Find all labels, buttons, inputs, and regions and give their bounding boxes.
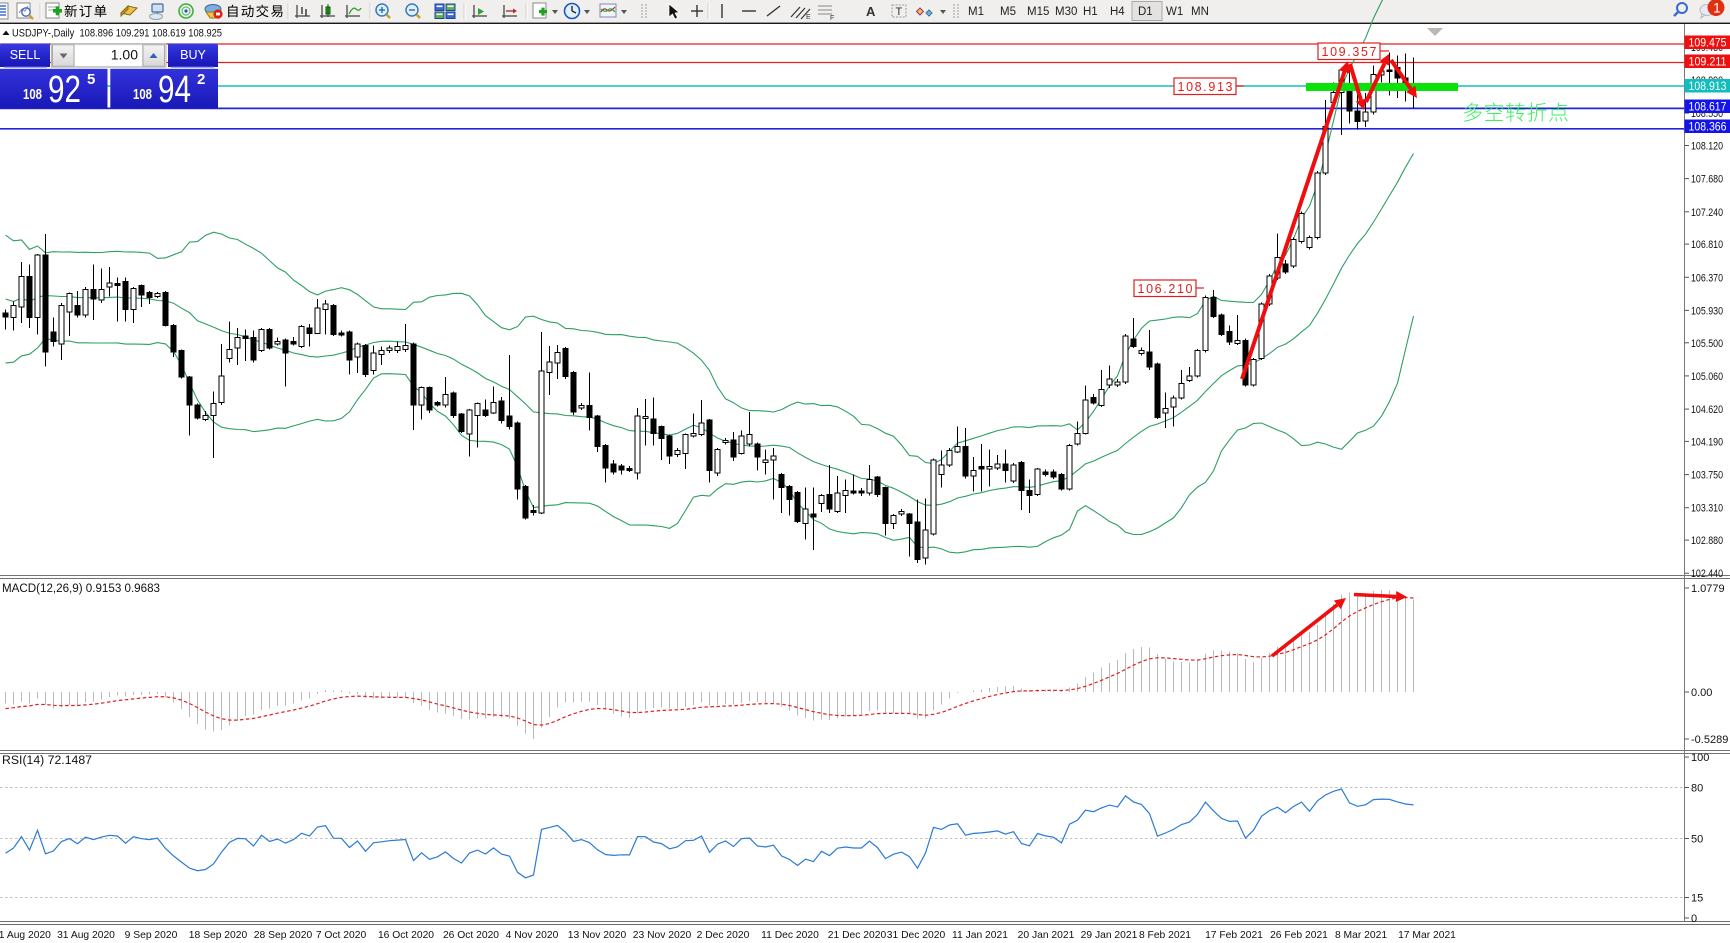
svg-text:13 Nov 2020: 13 Nov 2020: [568, 930, 627, 941]
svg-text:50: 50: [1691, 834, 1703, 846]
svg-text:21 Dec 2020: 21 Dec 2020: [828, 930, 887, 941]
svg-text:108.120: 108.120: [1691, 141, 1723, 153]
svg-text:M1: M1: [968, 6, 984, 18]
svg-text:0.00: 0.00: [1691, 687, 1712, 699]
svg-text:4 Nov 2020: 4 Nov 2020: [506, 930, 559, 941]
svg-text:1: 1: [1713, 0, 1721, 16]
svg-text:0: 0: [1691, 913, 1697, 925]
svg-text:E: E: [806, 14, 811, 21]
svg-text:17 Feb 2021: 17 Feb 2021: [1205, 930, 1263, 941]
svg-text:M30: M30: [1055, 6, 1077, 18]
svg-text:103.750: 103.750: [1691, 470, 1723, 482]
svg-text:16 Oct 2020: 16 Oct 2020: [378, 930, 434, 941]
svg-text:BUY: BUY: [180, 48, 206, 62]
svg-text:17 Mar 2021: 17 Mar 2021: [1398, 930, 1456, 941]
svg-text:-0.5289: -0.5289: [1691, 734, 1728, 746]
svg-text:107.680: 107.680: [1691, 174, 1723, 186]
svg-text:D1: D1: [1138, 6, 1153, 18]
svg-text:104.620: 104.620: [1691, 404, 1723, 416]
svg-text:107.240: 107.240: [1691, 207, 1723, 219]
svg-text:106.210: 106.210: [1138, 282, 1193, 296]
svg-text:29 Jan 2021: 29 Jan 2021: [1081, 930, 1138, 941]
svg-text:MACD(12,26,9) 0.9153 0.9683: MACD(12,26,9) 0.9153 0.9683: [2, 583, 160, 595]
svg-text:108: 108: [23, 87, 42, 103]
svg-text:18 Sep 2020: 18 Sep 2020: [189, 930, 248, 941]
svg-text:28 Sep 2020: 28 Sep 2020: [254, 930, 313, 941]
svg-text:1.0779: 1.0779: [1691, 583, 1725, 595]
svg-text:F: F: [830, 15, 834, 22]
svg-text:M15: M15: [1027, 6, 1049, 18]
svg-text:15: 15: [1691, 893, 1703, 905]
svg-text:31 Dec 2020: 31 Dec 2020: [887, 930, 946, 941]
svg-text:106.810: 106.810: [1691, 239, 1723, 251]
svg-text:5: 5: [87, 71, 95, 88]
svg-text:W1: W1: [1166, 6, 1183, 18]
svg-text:92: 92: [48, 69, 81, 111]
svg-text:109.211: 109.211: [1689, 57, 1727, 69]
svg-text:109.357: 109.357: [1322, 45, 1377, 59]
svg-text:USDJPY-,Daily 108.896 109.291: USDJPY-,Daily 108.896 109.291 108.619 10…: [12, 28, 222, 40]
svg-text:SELL: SELL: [10, 48, 41, 62]
svg-text:8 Feb 2021: 8 Feb 2021: [1139, 930, 1191, 941]
svg-text:11 Dec 2020: 11 Dec 2020: [761, 930, 819, 941]
svg-text:T: T: [896, 6, 903, 18]
svg-text:103.310: 103.310: [1691, 503, 1723, 515]
svg-text:H4: H4: [1110, 6, 1125, 18]
svg-text:100: 100: [1691, 752, 1709, 764]
svg-text:20 Jan 2021: 20 Jan 2021: [1018, 930, 1075, 941]
svg-text:102.880: 102.880: [1691, 535, 1723, 547]
svg-text:21 Aug 2020: 21 Aug 2020: [0, 930, 51, 941]
svg-text:MN: MN: [1191, 6, 1209, 18]
svg-text:105.060: 105.060: [1691, 371, 1723, 383]
svg-text:105.500: 105.500: [1691, 338, 1723, 350]
svg-text:108.617: 108.617: [1689, 102, 1727, 114]
svg-text:8 Mar 2021: 8 Mar 2021: [1335, 930, 1387, 941]
svg-text:A: A: [866, 4, 876, 19]
svg-text:108.913: 108.913: [1178, 80, 1233, 94]
svg-text:H1: H1: [1083, 6, 1098, 18]
svg-text:94: 94: [158, 69, 191, 111]
svg-text:31 Aug 2020: 31 Aug 2020: [57, 930, 115, 941]
svg-text:102.440: 102.440: [1691, 568, 1723, 580]
svg-text:106.370: 106.370: [1691, 272, 1723, 284]
svg-text:7 Oct 2020: 7 Oct 2020: [316, 930, 367, 941]
svg-text:9 Sep 2020: 9 Sep 2020: [125, 930, 178, 941]
svg-text:108.913: 108.913: [1689, 81, 1727, 93]
svg-text:108: 108: [133, 87, 152, 103]
svg-text:2 Dec 2020: 2 Dec 2020: [697, 930, 750, 941]
svg-text:RSI(14) 72.1487: RSI(14) 72.1487: [2, 755, 92, 767]
svg-text:109.475: 109.475: [1689, 38, 1727, 50]
svg-text:80: 80: [1691, 783, 1703, 795]
svg-text:M5: M5: [1000, 6, 1016, 18]
svg-text:26 Oct 2020: 26 Oct 2020: [443, 930, 499, 941]
svg-text:108.366: 108.366: [1689, 122, 1727, 134]
svg-text:26 Feb 2021: 26 Feb 2021: [1270, 930, 1328, 941]
svg-text:2: 2: [197, 71, 205, 88]
svg-text:104.190: 104.190: [1691, 436, 1723, 448]
svg-text:1.00: 1.00: [111, 47, 138, 63]
svg-text:11 Jan 2021: 11 Jan 2021: [952, 930, 1008, 941]
svg-text:23 Nov 2020: 23 Nov 2020: [633, 930, 692, 941]
svg-text:105.930: 105.930: [1691, 305, 1723, 317]
